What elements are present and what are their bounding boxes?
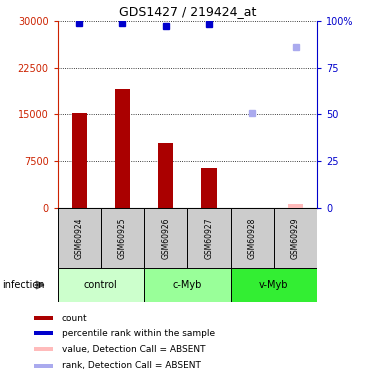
Bar <box>72 113 87 208</box>
Text: GSM60926: GSM60926 <box>161 217 170 259</box>
Text: count: count <box>62 314 87 322</box>
Bar <box>33 316 53 320</box>
Text: control: control <box>84 280 118 290</box>
Bar <box>274 208 317 268</box>
Bar <box>33 332 53 335</box>
Bar <box>58 268 144 302</box>
Bar <box>158 142 173 208</box>
Bar <box>33 347 53 351</box>
Bar <box>231 208 274 268</box>
Bar <box>187 208 231 268</box>
Bar <box>115 89 130 208</box>
Title: GDS1427 / 219424_at: GDS1427 / 219424_at <box>119 5 256 18</box>
Bar <box>288 204 303 208</box>
Bar <box>33 364 53 368</box>
Bar <box>201 168 217 208</box>
Text: c-Myb: c-Myb <box>173 280 202 290</box>
Bar <box>101 208 144 268</box>
Text: GSM60929: GSM60929 <box>291 217 300 259</box>
Text: GSM60924: GSM60924 <box>75 217 83 259</box>
Bar <box>58 208 101 268</box>
Bar <box>231 268 317 302</box>
Text: value, Detection Call = ABSENT: value, Detection Call = ABSENT <box>62 345 205 354</box>
Text: GSM60928: GSM60928 <box>248 217 257 259</box>
Text: percentile rank within the sample: percentile rank within the sample <box>62 329 215 338</box>
Text: rank, Detection Call = ABSENT: rank, Detection Call = ABSENT <box>62 362 201 370</box>
Text: GSM60927: GSM60927 <box>204 217 213 259</box>
Bar <box>144 208 187 268</box>
Text: GSM60925: GSM60925 <box>118 217 127 259</box>
Text: infection: infection <box>2 280 45 290</box>
Bar <box>144 268 231 302</box>
Text: v-Myb: v-Myb <box>259 280 289 290</box>
